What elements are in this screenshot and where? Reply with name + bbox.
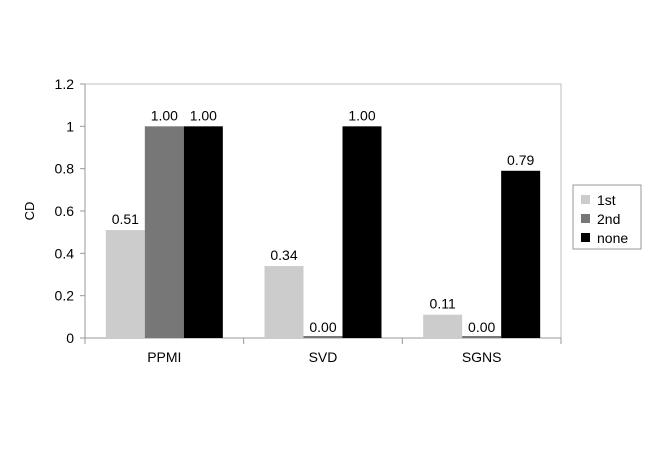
bar-none-SVD (342, 126, 382, 338)
bar-none-SGNS (501, 170, 541, 338)
data-label: 0.11 (430, 296, 456, 312)
data-label: 0.34 (270, 247, 297, 263)
y-tick-label: 1.2 (55, 76, 75, 92)
data-label: 1.00 (151, 107, 178, 123)
y-tick-label: 0.6 (55, 203, 75, 219)
legend-label-1st: 1st (597, 192, 616, 208)
x-tick-label: SGNS (462, 349, 502, 365)
y-tick-label: 0.4 (55, 245, 75, 261)
data-label: 1.00 (190, 107, 217, 123)
x-axis: PPMI SVD SGNS (84, 337, 562, 365)
bars (105, 126, 541, 338)
x-tick-label: SVD (309, 349, 338, 365)
legend-label-none: none (597, 230, 628, 246)
y-tick-label: 1 (66, 118, 74, 134)
bar-1st-SVD (264, 266, 304, 338)
data-label: 0.51 (112, 211, 139, 227)
data-label: 0.79 (507, 152, 534, 168)
y-axis: 0 0.2 0.4 0.6 0.8 1 1.2 (55, 76, 86, 346)
data-labels: 0.51 1.00 1.00 0.34 0.00 1.00 0.11 0.00 0.79 (112, 107, 535, 335)
legend-swatch-1st (581, 195, 590, 204)
bar-none-PPMI (183, 126, 223, 338)
bar-1st-PPMI (105, 230, 145, 338)
y-axis-title: CD (22, 202, 37, 221)
legend-swatch-2nd (581, 214, 590, 223)
bar-1st-SGNS (423, 314, 463, 338)
legend-swatch-none (581, 233, 590, 242)
bar-2nd-PPMI (144, 126, 184, 338)
x-tick-label: PPMI (147, 349, 181, 365)
data-label: 1.00 (348, 107, 375, 123)
y-tick-label: 0.2 (55, 288, 75, 304)
data-label: 0.00 (468, 319, 495, 335)
legend-label-2nd: 2nd (597, 211, 620, 227)
y-tick-label: 0.8 (55, 161, 75, 177)
y-tick-label: 0 (66, 330, 74, 346)
legend: 1st 2nd none (572, 184, 642, 250)
bar-2nd-SVD (303, 336, 343, 338)
bar-2nd-SGNS (462, 336, 502, 338)
data-label: 0.00 (309, 319, 336, 335)
